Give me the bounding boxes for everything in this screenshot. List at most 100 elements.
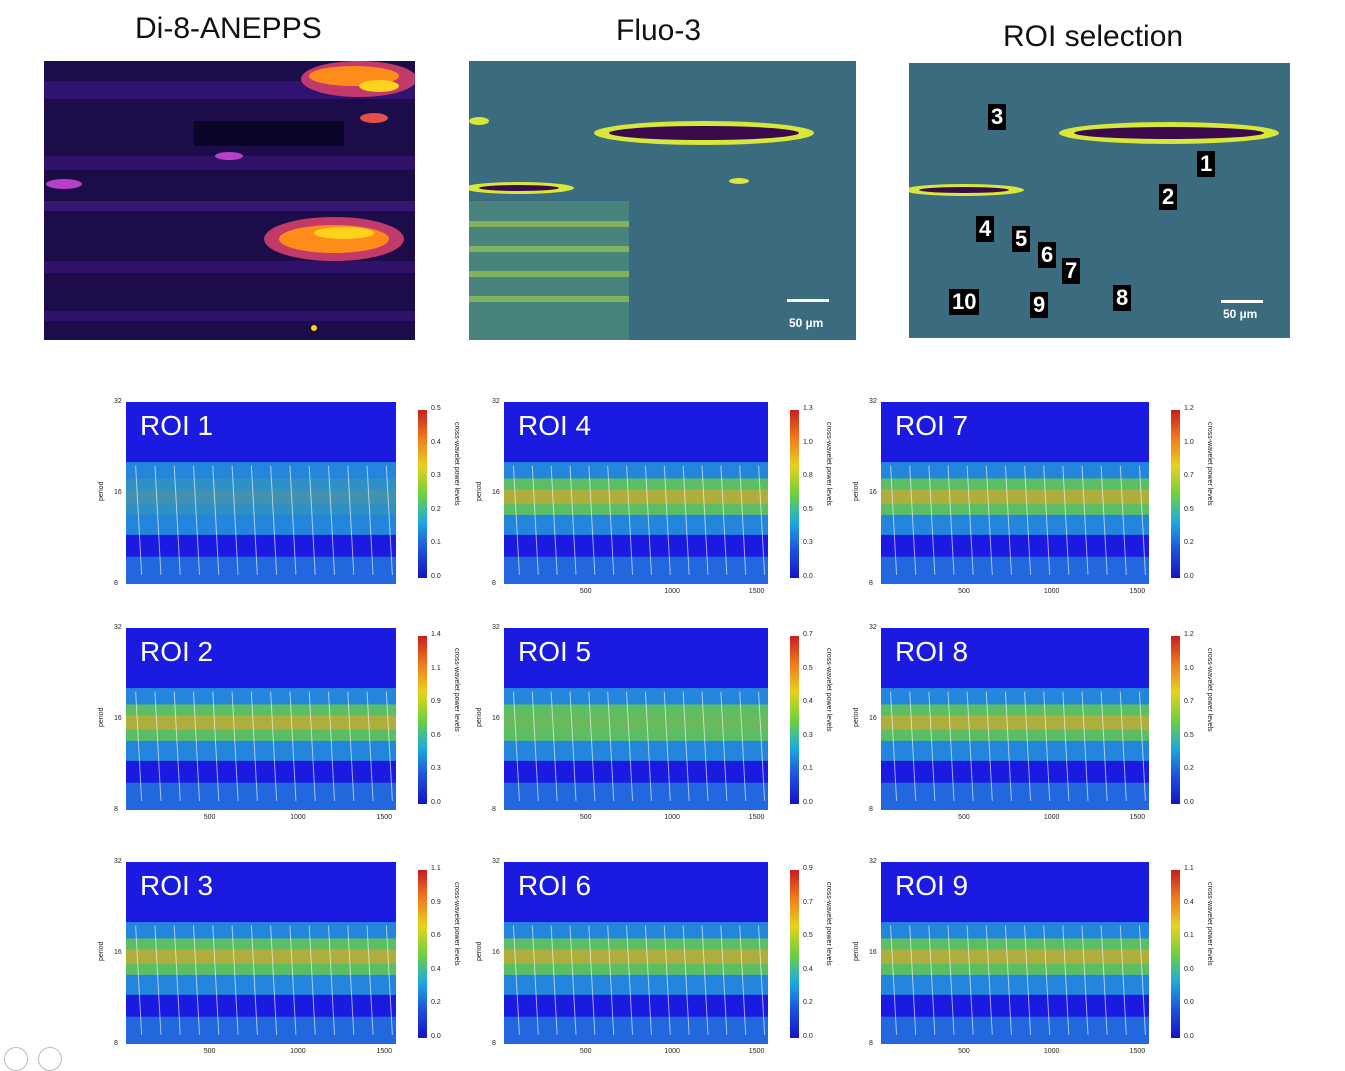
x-tick-label: 1000 <box>290 1048 306 1055</box>
colorbar-tick-label: 0.4 <box>803 965 813 973</box>
colorbar-tick-label: 0.3 <box>431 472 441 480</box>
colorbar-tick-label: 0.7 <box>1184 698 1194 706</box>
x-tick-label: 1000 <box>664 814 680 821</box>
colorbar-tick-label: 0.7 <box>1184 472 1194 480</box>
wavelet-plot-area <box>881 862 1149 1044</box>
wavelet-plot-graphic <box>504 922 768 1044</box>
colorbar-tick-label: 1.4 <box>431 631 441 638</box>
y-tick-label: 16 <box>869 715 877 722</box>
more-icon[interactable] <box>38 1047 62 1071</box>
x-tick-label: 1000 <box>1043 814 1060 821</box>
y-tick-label: 32 <box>492 858 500 865</box>
colorbar-tick-label: 0.5 <box>431 405 441 412</box>
colorbar-tick-label: 0.3 <box>803 539 813 547</box>
y-tick-label: 32 <box>114 624 122 631</box>
wavelet-plot-area <box>881 402 1149 584</box>
x-tick-label: 1500 <box>376 1048 393 1055</box>
roi-plot-label: ROI 6 <box>518 870 592 901</box>
y-tick-label: 8 <box>114 806 118 813</box>
roi-marker-9: 9 <box>1030 292 1049 318</box>
colorbar <box>418 870 427 1038</box>
y-tick-label: 16 <box>114 949 122 956</box>
colorbar-tick-label: 0.4 <box>431 438 441 446</box>
y-tick-label: 32 <box>114 398 122 405</box>
colorbar-tick-label: 1.2 <box>1184 405 1194 412</box>
colorbar <box>790 410 799 578</box>
colorbar-tick-label: 1.0 <box>1184 664 1194 672</box>
x-tick-label: 500 <box>203 814 216 821</box>
wavelet-plot-graphic <box>126 462 396 584</box>
colorbar-tick-label: 0.1 <box>1184 932 1194 940</box>
x-tick-label: 500 <box>958 1048 970 1055</box>
colorbar-tick-label: 0.5 <box>1184 505 1194 513</box>
fluo3-scale-bar <box>787 299 829 302</box>
wavelet-plot-area <box>126 402 396 584</box>
colorbar-tick-label: 0.7 <box>803 898 813 906</box>
fluo3-scale-label: 50 µm <box>789 316 824 330</box>
roi-marker-4: 4 <box>976 216 995 242</box>
x-tick-label: 500 <box>579 814 592 821</box>
roi-marker-7: 7 <box>1062 258 1081 284</box>
roi-marker-10: 10 <box>949 289 980 315</box>
y-tick-label: 16 <box>492 715 500 722</box>
colorbar <box>418 636 427 804</box>
colorbar <box>790 870 799 1038</box>
colorbar-tick-label: 0.2 <box>1184 539 1194 547</box>
colorbar-tick-label: 0.4 <box>803 698 813 706</box>
colorbar-tick-label: 0.4 <box>431 965 441 973</box>
y-axis-label: period <box>476 481 483 501</box>
y-tick-label: 8 <box>492 806 496 813</box>
y-axis-label: period <box>98 941 105 961</box>
fluo3-image: 50 µm <box>469 61 856 340</box>
wavelet-plot-area <box>126 628 396 810</box>
fluo3-image-graphic <box>469 61 856 340</box>
colorbar-tick-label: 0.3 <box>803 731 813 739</box>
colorbar-tick-label: 0.0 <box>431 799 441 806</box>
x-tick-label: 1500 <box>376 814 393 821</box>
colorbar-tick-label: 0.0 <box>1184 999 1194 1007</box>
y-tick-label: 32 <box>114 858 122 865</box>
y-axis-label: period <box>476 941 483 961</box>
zoom-icon[interactable] <box>4 1047 28 1071</box>
y-axis-label: period <box>98 707 105 727</box>
roi-plot-label: ROI 7 <box>895 410 969 441</box>
x-tick-label: 1000 <box>1043 1048 1060 1055</box>
y-tick-label: 8 <box>492 1040 496 1047</box>
wavelet-plot-area <box>126 862 396 1044</box>
colorbar-tick-label: 0.0 <box>1184 1033 1194 1040</box>
title-fluo3: Fluo-3 <box>616 14 702 47</box>
y-tick-label: 16 <box>492 949 500 956</box>
colorbar-label: cross-wavelet power levels <box>1206 882 1213 966</box>
colorbar-label: cross-wavelet power levels <box>825 422 832 506</box>
colorbar-tick-label: 0.2 <box>431 999 441 1007</box>
colorbar-tick-label: 1.3 <box>803 405 813 412</box>
wavelet-plot-graphic <box>504 688 768 810</box>
y-tick-label: 8 <box>869 806 873 813</box>
colorbar-tick-label: 0.5 <box>1184 731 1194 739</box>
roi-plot-label: ROI 1 <box>140 410 214 441</box>
roi-plot-label: ROI 9 <box>895 870 969 901</box>
x-tick-label: 1500 <box>748 1048 765 1055</box>
roi-marker-2: 2 <box>1159 184 1178 210</box>
colorbar-tick-label: 0.1 <box>431 539 441 547</box>
roi-plot-label: ROI 2 <box>140 636 214 667</box>
y-tick-label: 8 <box>869 580 873 587</box>
colorbar <box>418 410 427 578</box>
y-tick-label: 16 <box>114 715 122 722</box>
title-di8-anepps: Di-8-ANEPPS <box>135 12 322 45</box>
wavelet-plot-graphic <box>504 462 768 584</box>
x-tick-label: 1500 <box>748 588 765 595</box>
roi-plot-label: ROI 3 <box>140 870 214 901</box>
wavelet-plot-graphic <box>126 688 396 810</box>
y-tick-label: 32 <box>869 624 877 631</box>
colorbar-tick-label: 0.0 <box>1184 799 1194 806</box>
colorbar-tick-label: 1.0 <box>1184 438 1194 446</box>
colorbar-tick-label: 0.3 <box>431 765 441 773</box>
y-axis-label: period <box>476 707 483 727</box>
colorbar-tick-label: 0.0 <box>431 1033 441 1040</box>
colorbar-label: cross-wavelet power levels <box>825 648 832 732</box>
y-tick-label: 32 <box>869 858 877 865</box>
colorbar-label: cross-wavelet power levels <box>453 422 460 506</box>
y-tick-label: 16 <box>114 489 122 496</box>
x-tick-label: 500 <box>579 588 592 595</box>
